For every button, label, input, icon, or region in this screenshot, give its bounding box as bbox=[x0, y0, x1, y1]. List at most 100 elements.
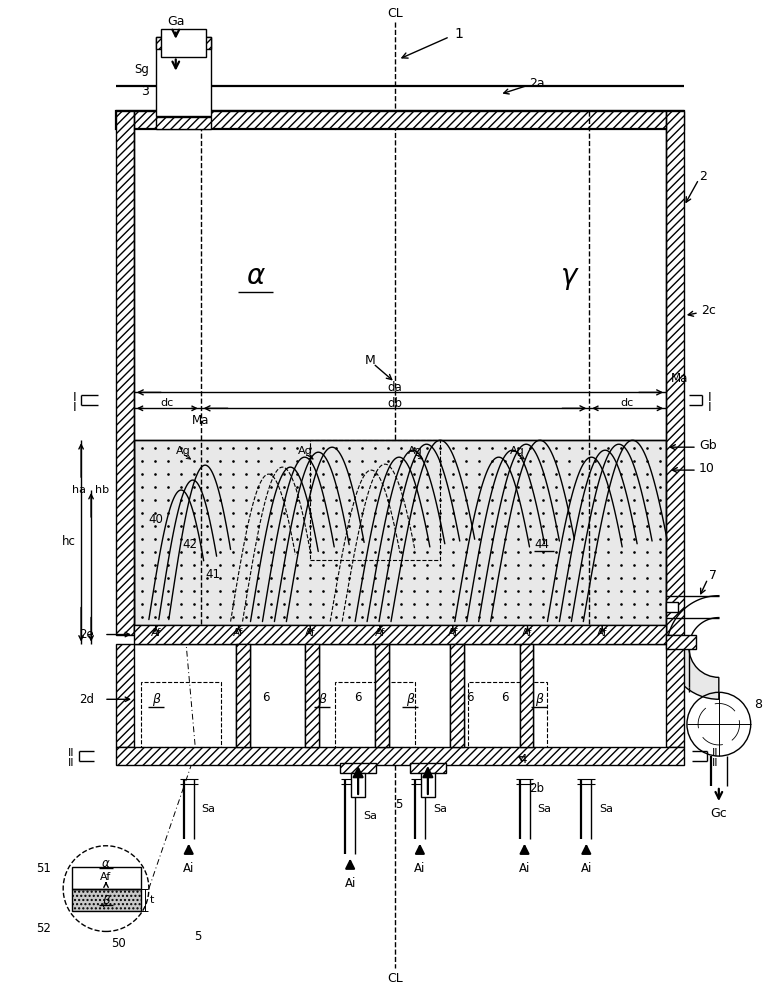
Bar bbox=[116, 111, 134, 635]
Text: Ai: Ai bbox=[183, 862, 194, 875]
Bar bbox=[375, 644, 389, 747]
Bar bbox=[666, 644, 684, 747]
Text: hb: hb bbox=[95, 485, 109, 495]
Text: II: II bbox=[711, 748, 718, 758]
Text: db: db bbox=[388, 397, 402, 410]
Text: 4: 4 bbox=[519, 753, 527, 766]
Text: 6: 6 bbox=[501, 691, 509, 704]
Text: 2d: 2d bbox=[79, 693, 94, 706]
Text: 42: 42 bbox=[183, 538, 198, 551]
Text: Af: Af bbox=[151, 628, 161, 638]
Text: α: α bbox=[246, 262, 264, 290]
Bar bbox=[116, 747, 684, 765]
Bar bbox=[519, 644, 534, 747]
Text: 40: 40 bbox=[149, 513, 164, 526]
Text: t: t bbox=[150, 895, 154, 905]
Text: Ai: Ai bbox=[580, 862, 592, 875]
Text: Af: Af bbox=[374, 628, 385, 638]
Text: 2c: 2c bbox=[701, 304, 716, 317]
Text: Ag: Ag bbox=[408, 446, 423, 456]
Text: 6: 6 bbox=[262, 691, 269, 704]
Text: β: β bbox=[318, 693, 326, 706]
Text: Ai: Ai bbox=[519, 862, 530, 875]
Text: CL: CL bbox=[387, 972, 402, 985]
Text: 8: 8 bbox=[753, 698, 762, 711]
Text: 2a: 2a bbox=[530, 77, 545, 90]
Bar bbox=[666, 635, 696, 649]
Text: Ai: Ai bbox=[345, 877, 356, 890]
Text: Af: Af bbox=[305, 628, 316, 638]
Text: α: α bbox=[102, 857, 110, 870]
Text: β: β bbox=[152, 693, 160, 706]
Text: 3: 3 bbox=[141, 85, 149, 98]
Text: Sa: Sa bbox=[433, 804, 447, 814]
Bar bbox=[351, 773, 365, 797]
Text: 51: 51 bbox=[37, 862, 51, 875]
Bar bbox=[421, 773, 434, 797]
Bar bbox=[156, 37, 211, 116]
Text: 5: 5 bbox=[395, 798, 402, 811]
Text: Af: Af bbox=[233, 628, 244, 638]
Text: M: M bbox=[365, 354, 375, 367]
Bar bbox=[236, 644, 250, 747]
Text: Sg: Sg bbox=[134, 63, 149, 76]
Bar bbox=[141, 682, 221, 747]
Bar bbox=[340, 763, 376, 773]
Text: I: I bbox=[73, 401, 76, 414]
Text: dc: dc bbox=[621, 398, 634, 408]
Bar bbox=[72, 889, 140, 911]
Text: Ma: Ma bbox=[671, 372, 689, 385]
Text: β: β bbox=[406, 693, 414, 706]
Bar bbox=[134, 625, 666, 644]
Bar bbox=[116, 644, 134, 747]
Bar bbox=[666, 111, 684, 635]
Bar bbox=[666, 602, 678, 612]
Text: Sa: Sa bbox=[202, 804, 216, 814]
Bar bbox=[134, 440, 666, 625]
Text: Ag: Ag bbox=[298, 446, 313, 456]
Text: 7: 7 bbox=[709, 569, 717, 582]
Text: γ: γ bbox=[561, 262, 577, 290]
Bar bbox=[410, 763, 446, 773]
Text: Af: Af bbox=[448, 628, 458, 638]
Text: 6: 6 bbox=[354, 691, 362, 704]
Text: Af: Af bbox=[101, 872, 112, 882]
Text: 6: 6 bbox=[466, 691, 473, 704]
Text: 1: 1 bbox=[455, 27, 463, 41]
Text: Sa: Sa bbox=[537, 804, 551, 814]
Text: I: I bbox=[708, 391, 711, 404]
Text: II: II bbox=[711, 758, 718, 768]
Text: I: I bbox=[708, 401, 711, 414]
Text: β: β bbox=[535, 693, 544, 706]
Text: Sa: Sa bbox=[599, 804, 613, 814]
Bar bbox=[335, 682, 415, 747]
Text: Af: Af bbox=[523, 628, 533, 638]
Bar bbox=[305, 644, 319, 747]
Text: 10: 10 bbox=[699, 462, 714, 475]
Text: Af: Af bbox=[597, 628, 608, 638]
Text: hc: hc bbox=[62, 535, 76, 548]
Text: Ag: Ag bbox=[509, 446, 524, 456]
Text: Ma: Ma bbox=[192, 414, 209, 427]
Bar bbox=[161, 29, 206, 57]
Bar bbox=[156, 117, 211, 129]
Text: II: II bbox=[68, 758, 74, 768]
Text: da: da bbox=[388, 381, 402, 394]
Text: II: II bbox=[68, 748, 74, 758]
Text: 2e: 2e bbox=[80, 628, 94, 641]
Text: 2b: 2b bbox=[530, 782, 544, 795]
Bar bbox=[116, 111, 684, 129]
Text: 52: 52 bbox=[37, 922, 51, 935]
Text: Gc: Gc bbox=[711, 807, 727, 820]
Text: Sa: Sa bbox=[363, 811, 377, 821]
Text: β: β bbox=[102, 894, 110, 907]
Text: 2: 2 bbox=[699, 170, 707, 183]
Bar bbox=[156, 37, 211, 49]
Text: Ai: Ai bbox=[414, 862, 426, 875]
Text: CL: CL bbox=[387, 7, 402, 20]
Text: 50: 50 bbox=[111, 937, 126, 950]
Bar bbox=[450, 644, 464, 747]
Bar bbox=[310, 440, 440, 560]
Text: ha: ha bbox=[72, 485, 86, 495]
Bar bbox=[468, 682, 548, 747]
